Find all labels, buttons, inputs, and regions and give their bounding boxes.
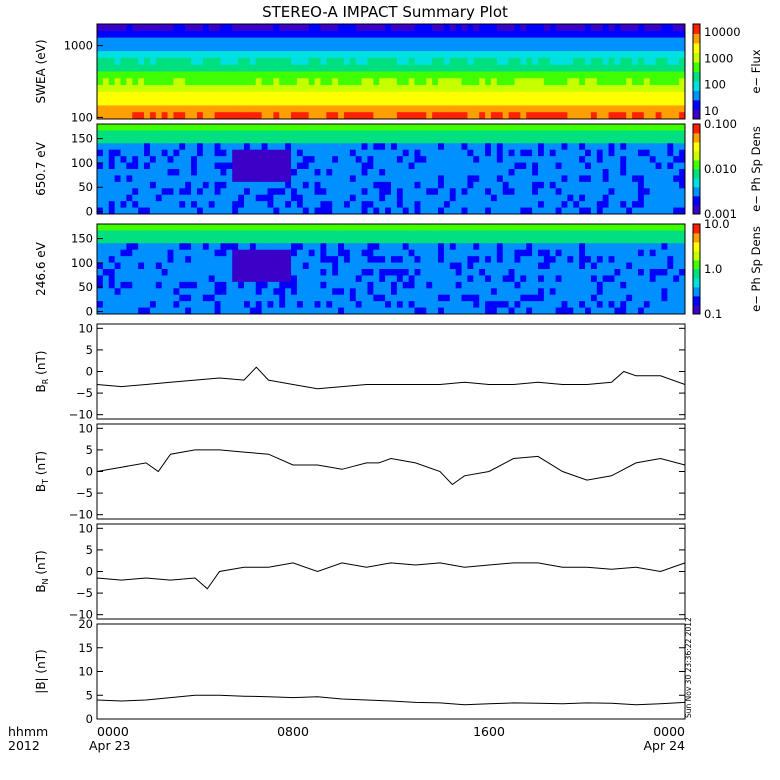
y-tick-label: 0 <box>86 205 93 219</box>
colorbar-frame <box>692 223 701 315</box>
y-tick-label: 1000 <box>64 39 93 53</box>
y-tick-label: 0 <box>86 365 93 379</box>
colorbar: 10 100 1000 10000 e− Flux <box>692 23 763 120</box>
y-tick-label: 10 <box>78 321 93 335</box>
y-tick-label: 100 <box>71 110 93 124</box>
panel-1: 100 1000 SWEA (eV) 10 100 1000 10000 e− Flux <box>34 23 763 124</box>
colorbar-tick-label: 0.1 <box>704 307 722 321</box>
panel-5: 10 5 0 −5 −10 BT (nT) <box>34 421 686 522</box>
y-tick-label: 5 <box>86 543 93 557</box>
colorbar-tick-label: 0.001 <box>704 207 737 221</box>
colorbar-frame <box>692 123 701 215</box>
y-tick-label: 50 <box>78 280 93 294</box>
y-tick-label: −5 <box>76 386 93 400</box>
plot-frame <box>96 223 686 315</box>
y-tick-label: 0 <box>86 565 93 579</box>
y-tick-label: 10 <box>78 665 93 679</box>
y-axis-label: BN (nT) <box>34 550 50 592</box>
heatmap-cells <box>97 124 686 215</box>
footer-date-label: Apr 23 <box>89 738 131 753</box>
y-axis-label: 650.7 eV <box>34 141 48 196</box>
y-tick-label: 0 <box>86 465 93 479</box>
y-tick-label: 100 <box>71 256 93 270</box>
colorbar: 0.001 0.010 0.100 e− Ph Sp Dens <box>692 117 763 221</box>
y-tick-label: 5 <box>86 688 93 702</box>
footer-date-label: Apr 24 <box>643 738 685 753</box>
plot-frame <box>96 23 686 120</box>
colorbar-tick-label: 10000 <box>704 25 741 39</box>
colorbar-tick-label: 0.100 <box>704 117 737 131</box>
y-tick-label: 50 <box>78 180 93 194</box>
colorbar: 0.1 1.0 10.0 e− Ph Sp Dens <box>692 217 763 321</box>
y-tick-label: 15 <box>78 641 93 655</box>
colorbar-label: e− Ph Sp Dens <box>749 126 763 212</box>
colorbar-tick-label: 10 <box>704 104 719 118</box>
colorbar-tick-label: 0.010 <box>704 162 737 176</box>
heatmap-cells <box>97 24 686 120</box>
colorbar-label: e− Ph Sp Dens <box>749 226 763 312</box>
y-tick-label: 150 <box>71 232 93 246</box>
y-axis-label: BT (nT) <box>34 451 50 492</box>
plot-frame <box>96 323 686 420</box>
series-line <box>96 449 686 486</box>
footer-time-label: 0800 <box>277 724 309 739</box>
colorbar-frame <box>692 23 701 120</box>
panel-3: 0 50 100 150 246.6 eV 0.1 1.0 10.0 e− Ph Sp Dens <box>34 217 763 321</box>
y-tick-label: 20 <box>78 617 93 631</box>
y-tick-label: 10 <box>78 421 93 435</box>
footer-time-label: 0000 <box>97 724 129 739</box>
y-tick-label: 5 <box>86 443 93 457</box>
y-tick-label: 5 <box>86 343 93 357</box>
y-axis-label: SWEA (eV) <box>34 39 48 103</box>
colorbar-tick-label: 100 <box>704 78 726 92</box>
plot-title: STEREO-A IMPACT Summary Plot <box>262 3 508 21</box>
series-line <box>96 366 686 390</box>
y-axis-label: 246.6 eV <box>34 241 48 296</box>
footer-hhmm-label: hhmm <box>8 724 48 739</box>
colorbar-tick-label: 1.0 <box>704 262 722 276</box>
footer-year-label: 2012 <box>8 738 40 753</box>
panel-4: 10 5 0 −5 −10 BR (nT) <box>34 321 686 422</box>
y-tick-label: −5 <box>76 586 93 600</box>
y-tick-label: −10 <box>69 408 93 422</box>
plot-frame <box>96 623 686 720</box>
y-tick-label: 10 <box>78 521 93 535</box>
panel-7: 20 15 10 5 0 |B| (nT) <box>34 617 686 726</box>
series-line <box>96 694 686 706</box>
stamp-text: Sun Nov 30 23:36:22 2012 <box>684 617 693 718</box>
y-tick-label: 150 <box>71 132 93 146</box>
footer-time-label: 0000 <box>653 724 685 739</box>
plot-frame <box>96 123 686 215</box>
colorbar-tick-label: 1000 <box>704 51 733 65</box>
footer-time-label: 1600 <box>473 724 505 739</box>
colorbar-tick-label: 10.0 <box>704 217 730 231</box>
plot-frame <box>96 523 686 620</box>
y-tick-label: −10 <box>69 608 93 622</box>
y-axis-label: BR (nT) <box>34 351 50 393</box>
panel-2: 0 50 100 150 650.7 eV 0.001 0.010 0.100 e− Ph Sp… <box>34 117 763 221</box>
y-tick-label: 0 <box>86 305 93 319</box>
plot-frame <box>96 423 686 520</box>
series-line <box>96 562 686 590</box>
y-tick-label: −5 <box>76 486 93 500</box>
y-axis-label: |B| (nT) <box>34 649 48 693</box>
colorbar-label: e− Flux <box>749 49 763 93</box>
y-tick-label: 100 <box>71 156 93 170</box>
y-tick-label: −10 <box>69 508 93 522</box>
panel-6: 10 5 0 −5 −10 BN (nT) <box>34 521 686 622</box>
heatmap-cells <box>97 224 686 315</box>
y-tick-label: 0 <box>86 712 93 726</box>
